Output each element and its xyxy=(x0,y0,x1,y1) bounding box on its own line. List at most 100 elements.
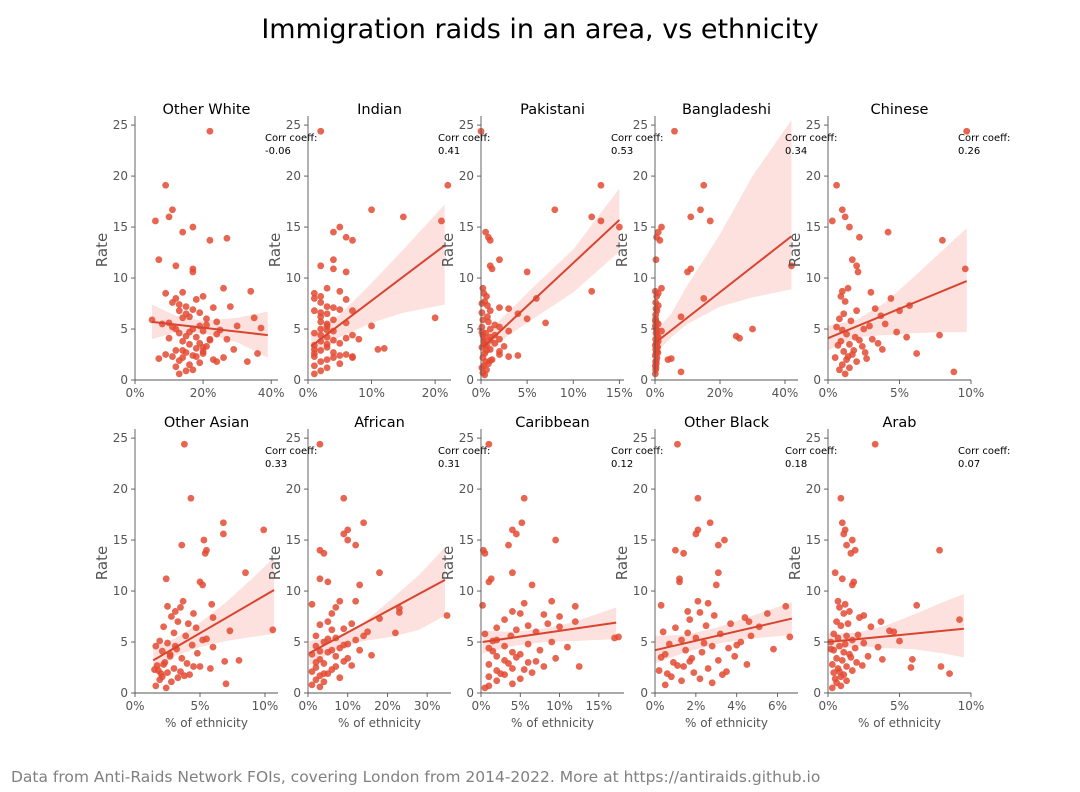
data-point xyxy=(763,610,771,617)
y-tick-label: 20 xyxy=(113,482,128,496)
data-point xyxy=(686,657,694,665)
x-tick-label: 15% xyxy=(606,386,633,400)
y-tick-label: 25 xyxy=(459,431,474,445)
data-point xyxy=(963,127,971,135)
data-point xyxy=(355,335,363,343)
data-point xyxy=(209,304,217,312)
data-point xyxy=(696,609,704,616)
y-tick-label: 15 xyxy=(633,220,648,234)
data-point xyxy=(505,660,512,667)
data-point xyxy=(162,575,170,583)
data-point xyxy=(179,597,187,605)
y-axis-label: Rate xyxy=(613,233,631,267)
data-point xyxy=(152,642,160,650)
data-point xyxy=(575,663,583,670)
data-point xyxy=(488,265,496,273)
data-point xyxy=(747,632,755,640)
data-point xyxy=(182,367,190,375)
data-point xyxy=(913,601,921,609)
data-point xyxy=(196,359,204,367)
corr-coeff-label: Corr coeff: xyxy=(611,133,663,144)
data-point xyxy=(939,236,946,244)
y-tick-label: 20 xyxy=(806,482,821,496)
data-point xyxy=(840,610,848,617)
data-point xyxy=(871,305,879,313)
data-point xyxy=(838,656,846,664)
confidence-band xyxy=(828,228,967,351)
corr-coeff-value: 0.07 xyxy=(958,459,980,470)
data-point xyxy=(524,622,532,630)
data-point xyxy=(342,351,350,358)
data-point xyxy=(312,659,320,666)
data-point xyxy=(221,657,229,665)
data-point xyxy=(704,599,712,607)
data-point xyxy=(189,306,197,314)
x-tick-label: 4% xyxy=(727,699,746,713)
y-tick-label: 0 xyxy=(466,373,474,387)
x-tick-label: 0% xyxy=(298,386,317,400)
x-tick-label: 0% xyxy=(818,386,837,400)
data-point xyxy=(710,612,718,619)
data-point xyxy=(480,334,488,342)
data-point xyxy=(482,228,490,236)
y-tick-label: 10 xyxy=(459,584,474,598)
x-tick-label: 10% xyxy=(560,386,587,400)
data-point xyxy=(317,309,325,317)
data-point xyxy=(704,665,712,672)
data-point xyxy=(312,632,320,640)
data-point xyxy=(342,233,350,241)
data-point xyxy=(316,683,324,691)
data-point xyxy=(328,646,336,654)
data-point xyxy=(828,661,836,668)
data-point xyxy=(844,620,852,628)
data-point xyxy=(155,256,163,264)
data-point xyxy=(672,546,679,554)
data-point xyxy=(841,370,849,378)
data-point xyxy=(678,677,685,685)
data-point xyxy=(652,256,660,264)
y-tick-label: 0 xyxy=(466,686,474,700)
data-point xyxy=(183,660,191,667)
data-point xyxy=(478,300,486,307)
data-point xyxy=(652,324,660,332)
data-point xyxy=(937,663,945,670)
data-point xyxy=(203,321,210,329)
data-point xyxy=(858,662,866,669)
y-tick-label: 10 xyxy=(286,271,301,285)
data-point xyxy=(908,655,916,663)
data-point xyxy=(190,610,197,617)
data-point xyxy=(169,206,176,214)
data-point xyxy=(913,350,921,357)
regression-line xyxy=(827,627,964,644)
regression-line xyxy=(308,578,446,655)
data-point xyxy=(874,643,882,651)
y-tick-label: 25 xyxy=(113,118,128,132)
data-point xyxy=(950,368,958,376)
data-point xyxy=(323,284,331,292)
data-point xyxy=(841,298,849,305)
data-point xyxy=(186,328,193,336)
x-tick-label: 20% xyxy=(422,386,449,400)
regression-line xyxy=(310,244,446,348)
data-point xyxy=(858,342,866,350)
data-point xyxy=(658,284,665,292)
y-axis-label: Rate xyxy=(439,546,457,580)
data-point xyxy=(192,344,200,352)
data-point xyxy=(328,626,336,634)
data-point xyxy=(332,663,340,670)
y-tick-label: 15 xyxy=(286,220,301,234)
data-point xyxy=(936,331,943,339)
scatter-panel: 0 5 10 15 20 25 0% 5% 10% Chinese Rate Corr coeff: 0… xyxy=(786,102,1010,400)
data-point xyxy=(844,353,852,360)
data-point xyxy=(837,622,845,630)
data-point xyxy=(323,320,331,328)
data-point xyxy=(200,536,208,544)
data-point xyxy=(324,578,332,586)
data-point xyxy=(310,362,318,370)
data-point xyxy=(324,618,332,626)
data-point xyxy=(317,325,325,333)
data-point xyxy=(878,655,886,663)
data-point xyxy=(903,333,911,341)
data-point xyxy=(223,335,231,343)
